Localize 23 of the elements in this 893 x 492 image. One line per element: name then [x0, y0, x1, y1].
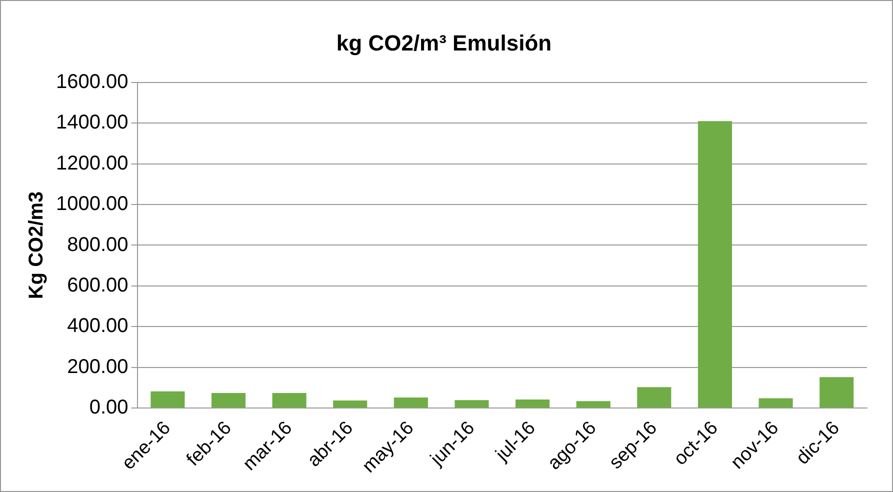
bar: [637, 387, 672, 408]
bar: [454, 400, 489, 408]
bar: [211, 393, 246, 408]
y-tick-label: 600.00: [67, 274, 128, 296]
y-tick-label: 1200.00: [56, 152, 128, 174]
bar: [150, 391, 185, 408]
bar: [758, 398, 793, 408]
bar: [394, 397, 428, 408]
bar: [698, 121, 732, 408]
bar: [576, 401, 610, 408]
bar: [820, 377, 854, 408]
y-axis-title: Kg CO2/m3: [26, 191, 48, 300]
y-tick-label: 1000.00: [56, 193, 128, 216]
y-tick-label: 800.00: [67, 234, 128, 256]
bar: [272, 393, 306, 408]
y-tick-label: 400.00: [67, 315, 128, 338]
bar: [333, 400, 368, 408]
bar: [516, 400, 550, 408]
chart-title: kg CO2/m³ Emulsión: [336, 30, 552, 56]
y-tick-label: 200.00: [67, 356, 128, 378]
y-tick-label: 0.00: [89, 396, 128, 419]
y-tick-label: 1600.00: [56, 70, 128, 93]
y-tick-label: 1400.00: [56, 112, 128, 134]
